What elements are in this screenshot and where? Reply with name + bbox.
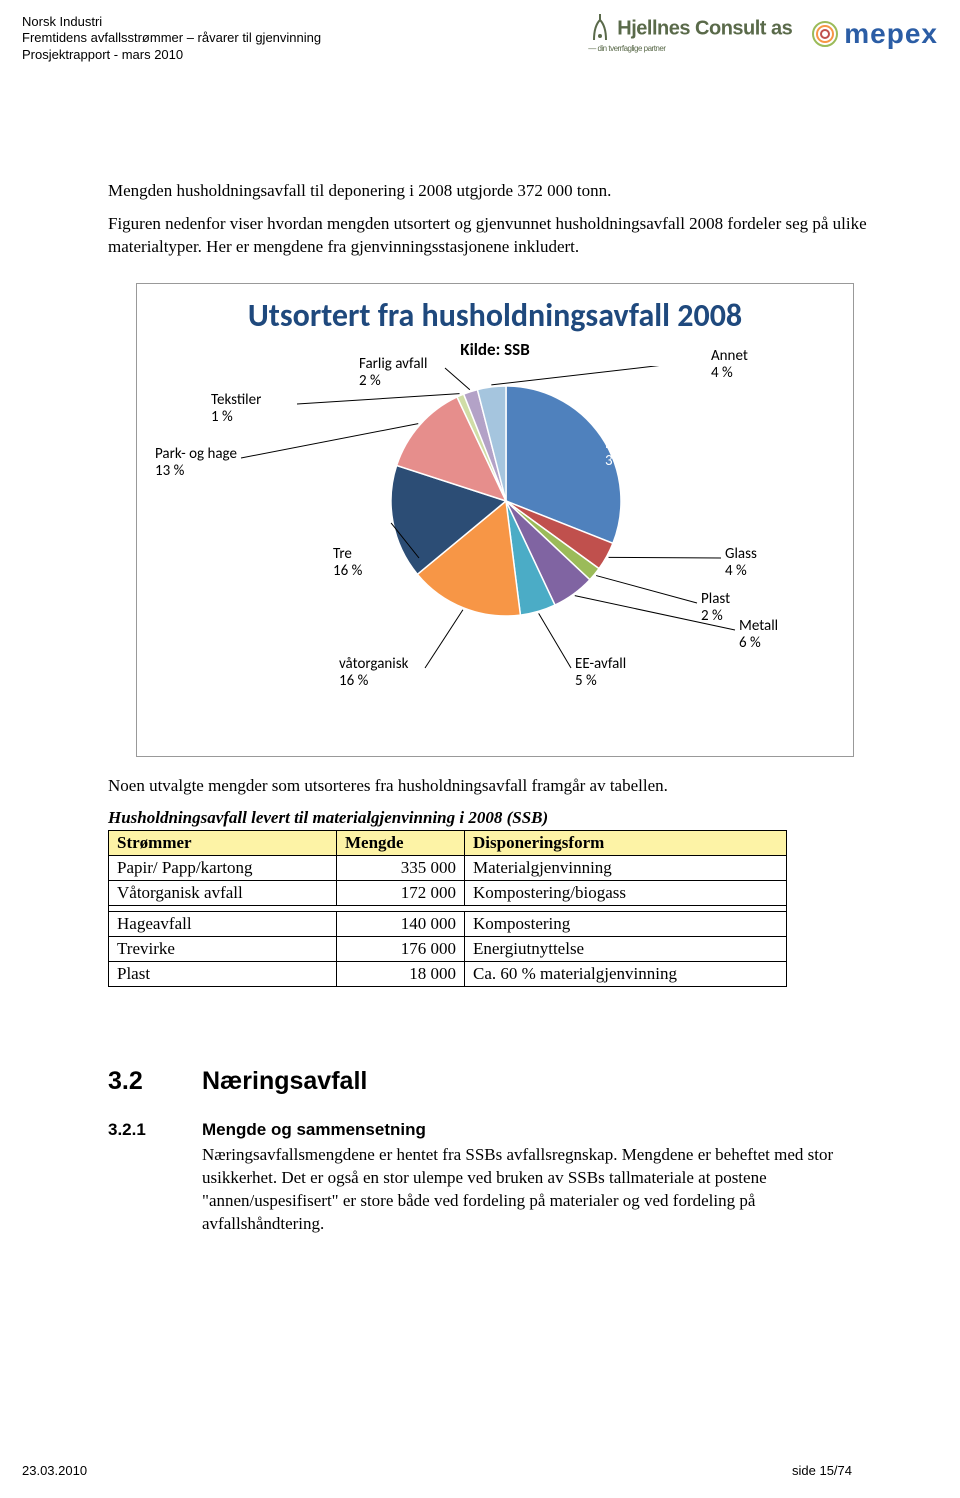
pie-label-glass: Glass4 % [725,546,757,581]
footer-page: side 15/74 [792,1463,852,1478]
table-header: Mengde [337,830,465,855]
table-cell: Plast [109,961,337,986]
header-text: Norsk Industri Fremtidens avfallsstrømme… [22,14,321,63]
table-cell: Ca. 60 % materialgjenvinning [465,961,787,986]
hjellnes-logo: Hjellnes Consult as — din tverrfaglige p… [588,14,792,53]
header-line3: Prosjektrapport - mars 2010 [22,47,321,63]
table-header: Disponeringsform [465,830,787,855]
mepex-logo: mepex [812,18,938,50]
section-title: Næringsavfall [202,1067,367,1096]
hjellnes-logo-text: Hjellnes Consult as [617,17,792,39]
footer-date: 23.03.2010 [22,1463,87,1478]
pie-label-tre: Tre16 % [333,546,362,581]
table-cell: Kompostering [465,911,787,936]
mepex-logo-text: mepex [844,18,938,50]
table-cell: Våtorganisk avfall [109,880,337,905]
pie-label-tekstiler: Tekstiler1 % [211,392,261,427]
main-content: Mengden husholdningsavfall til deponerin… [108,180,878,1236]
pie-label-metall: Metall6 % [739,618,778,653]
pie-label-papir: Papir31 % [605,436,636,471]
pie-label-våtorganisk: våtorganisk16 % [339,656,408,691]
table-cell: Hageavfall [109,911,337,936]
table-cell: Materialgjenvinning [465,855,787,880]
header-line1: Norsk Industri [22,14,321,30]
para-1: Mengden husholdningsavfall til deponerin… [108,180,878,203]
pie-svg [381,376,631,626]
pie-chart: Papir31 % Glass4 % Plast2 % Metall6 % EE-avf… [151,366,841,726]
table-cell: 18 000 [337,961,465,986]
header-line2: Fremtidens avfallsstrømmer – råvarer til… [22,30,321,46]
table-cell: Trevirke [109,936,337,961]
chart-title: Utsortert fra husholdningsavfall 2008 [151,296,839,335]
pie-label-ee-avfall: EE-avfall5 % [575,656,626,691]
pie-label-annet: Annet4 % [711,348,748,383]
pie-label-farlig-avfall: Farlig avfall2 % [359,356,427,391]
spiral-icon [812,21,838,47]
table-cell: Kompostering/biogass [465,880,787,905]
table-row: Papir/ Papp/kartong 335 000 Materialgjen… [109,855,787,880]
hjellnes-logo-sub: — din tverrfaglige partner [588,44,792,53]
table-cell: 140 000 [337,911,465,936]
pie-label-plast: Plast2 % [701,591,730,626]
table-cell: Papir/ Papp/kartong [109,855,337,880]
header-logos: Hjellnes Consult as — din tverrfaglige p… [588,14,938,53]
section-number: 3.2 [108,1067,162,1096]
para-2: Figuren nedenfor viser hvordan mengden u… [108,213,878,259]
subsection-title: Mengde og sammensetning [202,1120,426,1140]
table-cell: 172 000 [337,880,465,905]
table-row: Trevirke 176 000 Energiutnyttelse [109,936,787,961]
table-header: Strømmer [109,830,337,855]
page-footer: 23.03.2010 side 15/74 [22,1463,852,1478]
subsection-number: 3.2.1 [108,1120,162,1140]
table-row: Plast 18 000 Ca. 60 % materialgjenvinnin… [109,961,787,986]
section-heading: 3.2 Næringsavfall [108,1067,878,1096]
table-cell: Energiutnyttelse [465,936,787,961]
chart-frame: Utsortert fra husholdningsavfall 2008 Ki… [136,283,854,757]
pie-label-park-og-hage: Park- og hage13 % [155,446,237,481]
table-cell: 176 000 [337,936,465,961]
table-row: Våtorganisk avfall 172 000 Kompostering/… [109,880,787,905]
data-table: StrømmerMengdeDisponeringsform Papir/ Pa… [108,830,787,987]
subsection-body: Næringsavfallsmengdene er hentet fra SSB… [202,1144,878,1236]
page-header: Norsk Industri Fremtidens avfallsstrømme… [22,14,938,63]
table-row: Hageavfall 140 000 Kompostering [109,911,787,936]
hjellnes-logo-icon [588,14,612,44]
table-caption: Husholdningsavfall levert til materialgj… [108,808,878,828]
subsection-heading: 3.2.1 Mengde og sammensetning [108,1120,878,1140]
post-chart-para: Noen utvalgte mengder som utsorteres fra… [108,775,878,798]
table-cell: 335 000 [337,855,465,880]
